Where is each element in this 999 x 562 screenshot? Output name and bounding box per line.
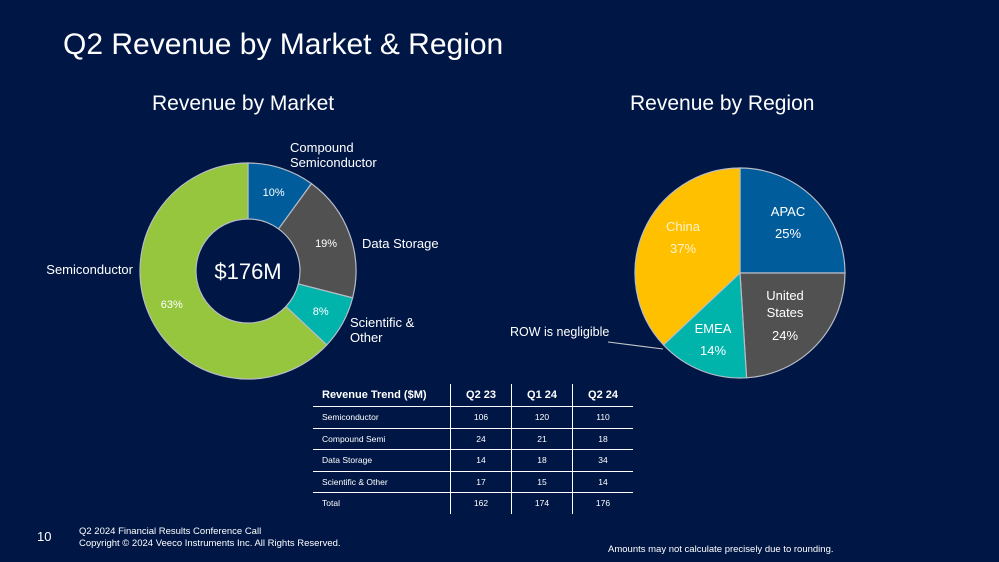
market-chart-title: Revenue by Market [152, 92, 335, 115]
table-cell: 15 [511, 471, 573, 493]
value-label-united-states: 24% [772, 328, 798, 343]
table-cell: 106 [450, 406, 512, 429]
table-row: Data Storage 14 18 34 [313, 449, 633, 472]
table-cell: 120 [511, 406, 573, 429]
market-donut-chart: 10% 19% 8% 63% Compound Semiconductor Data Sto… [46, 140, 439, 380]
donut-center-total: $176M [214, 259, 281, 284]
table-cell: 17 [450, 471, 512, 493]
value-label-semiconductor: 63% [161, 299, 183, 311]
value-label-data-storage: 19% [315, 238, 337, 250]
table-cell: 176 [572, 492, 633, 514]
table-cell: Scientific & Other [313, 471, 451, 493]
table-cell: Compound Semi [313, 428, 451, 450]
page-number: 10 [37, 529, 52, 544]
annotation-leader-line [607, 341, 664, 350]
table-cell: 14 [450, 449, 512, 472]
table-header-cell: Revenue Trend ($M) [313, 384, 451, 407]
category-label-data-storage: Data Storage [362, 236, 439, 251]
table-row: Scientific & Other 17 15 14 [313, 471, 633, 493]
category-label-united-states: United States [766, 288, 804, 320]
table-header-cell: Q2 24 [572, 384, 633, 407]
table-cell: 110 [572, 406, 633, 429]
rounding-footnote: Amounts may not calculate precisely due … [608, 544, 834, 555]
table-cell: Total [322, 498, 340, 509]
table-cell: 21 [511, 428, 573, 450]
footer-line-1: Q2 2024 Financial Results Conference Cal… [79, 526, 262, 537]
slide-title: Q2 Revenue by Market & Region [63, 28, 504, 61]
table-header-cell: Q1 24 [511, 384, 573, 407]
table-cell: Data Storage [313, 449, 451, 472]
table-cell: 18 [511, 449, 573, 472]
category-label-compound-semiconductor: Compound Semiconductor [290, 140, 377, 170]
table-cell: 162 [450, 492, 512, 514]
table-cell: 14 [572, 471, 633, 493]
table-header-row: Revenue Trend ($M) Q2 23 Q1 24 Q2 24 [313, 384, 633, 407]
table-row-total: Total 162 174 176 [313, 492, 633, 514]
category-label-semiconductor: Semiconductor [46, 262, 133, 277]
table-header-cell: Q2 23 [450, 384, 512, 407]
slice-united-states [739, 272, 846, 379]
value-label-emea: 14% [700, 343, 726, 358]
table-cell: 24 [450, 428, 512, 450]
region-chart-title: Revenue by Region [630, 92, 815, 115]
row-annotation: ROW is negligible [510, 325, 609, 339]
revenue-trend-table: Revenue Trend ($M) Q2 23 Q1 24 Q2 24 Sem… [313, 384, 633, 514]
table-cell: Semiconductor [313, 406, 451, 429]
value-label-china: 37% [670, 241, 696, 256]
category-label-emea: EMEA [695, 321, 732, 336]
table-row: Compound Semi 24 21 18 [313, 428, 633, 450]
slice-emea [662, 271, 748, 379]
table-cell: 174 [511, 492, 573, 514]
value-label-compound-semiconductor: 10% [263, 187, 285, 199]
footer-line-2: Copyright © 2024 Veeco Instruments Inc. … [79, 538, 341, 549]
slice-apac [739, 167, 846, 274]
slice-semiconductor [139, 162, 328, 380]
slice-china [634, 167, 741, 346]
category-label-china: China [666, 219, 701, 234]
value-label-scientific-other: 8% [313, 306, 329, 318]
category-label-apac: APAC [771, 204, 805, 219]
table-cell: 18 [572, 428, 633, 450]
region-pie-chart: APAC 25% United States 24% EMEA 14% China 37% ROW… [510, 167, 846, 379]
category-label-scientific-other: Scientific & Other [350, 315, 415, 345]
footer-text: Q2 2024 Financial Results Conference Cal… [79, 526, 341, 550]
table-row: Semiconductor 106 120 110 [313, 406, 633, 429]
table-cell: 34 [572, 449, 633, 472]
value-label-apac: 25% [775, 226, 801, 241]
